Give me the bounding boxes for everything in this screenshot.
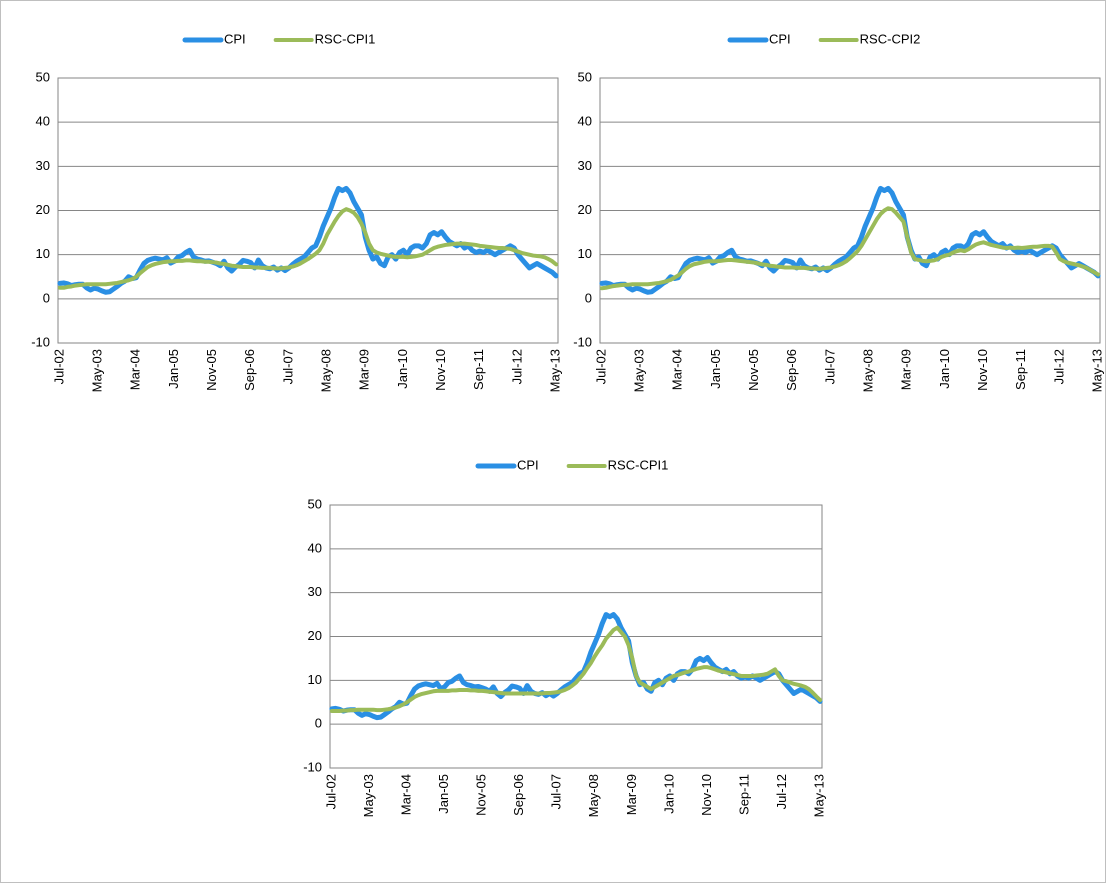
series-line: [599, 206, 1101, 291]
x-tick-label: Nov-10: [699, 774, 714, 816]
x-tick-label: Jul-07: [280, 349, 295, 384]
x-tick-label: Mar-04: [398, 774, 413, 815]
x-tick-label: Jul-12: [509, 349, 524, 384]
series-line: [329, 625, 823, 714]
x-tick-label: Jul-07: [549, 774, 564, 809]
x-tick-label: May-08: [861, 349, 876, 392]
y-tick-label: -10: [31, 334, 50, 349]
y-tick-label: 0: [43, 290, 50, 305]
y-tick-label: -10: [573, 334, 592, 349]
y-tick-label: 40: [36, 114, 50, 129]
x-tick-label: Jan-05: [436, 774, 451, 814]
y-tick-label: 30: [578, 158, 592, 173]
y-tick-label: 10: [36, 246, 50, 261]
y-tick-label: 50: [36, 69, 50, 84]
x-tick-label: May-13: [812, 774, 827, 817]
x-tick-label: Sep-06: [511, 774, 526, 816]
y-tick-label: 0: [585, 290, 592, 305]
y-tick-label: 20: [308, 628, 322, 643]
y-tick-label: 50: [308, 496, 322, 511]
y-tick-label: 20: [578, 202, 592, 217]
x-tick-label: Jul-12: [1051, 349, 1066, 384]
y-tick-label: 20: [36, 202, 50, 217]
x-tick-label: Nov-05: [474, 774, 489, 816]
x-tick-label: Nov-05: [746, 349, 761, 391]
series-line: [599, 185, 1101, 295]
y-tick-label: -10: [303, 759, 322, 774]
legend-label: RSC-CPI1: [315, 31, 376, 46]
y-tick-label: 40: [308, 540, 322, 555]
x-tick-label: Jan-05: [708, 349, 723, 389]
y-tick-label: 10: [578, 246, 592, 261]
x-tick-label: Sep-06: [784, 349, 799, 391]
x-tick-label: May-08: [319, 349, 334, 392]
legend-label: CPI: [224, 31, 246, 46]
x-tick-label: Mar-04: [670, 349, 685, 390]
x-tick-label: Jan-10: [661, 774, 676, 814]
x-tick-label: May-03: [632, 349, 647, 392]
x-tick-label: Sep-11: [471, 349, 486, 390]
x-tick-label: Jan-05: [166, 349, 181, 389]
x-tick-label: Nov-10: [975, 349, 990, 391]
x-tick-label: Jul-02: [323, 774, 338, 809]
y-tick-label: 10: [308, 672, 322, 687]
x-tick-label: Mar-09: [357, 349, 372, 390]
x-tick-label: Jul-12: [774, 774, 789, 809]
series-line: [57, 207, 559, 290]
x-tick-label: Jul-07: [822, 349, 837, 384]
x-tick-label: May-13: [1090, 349, 1105, 392]
y-tick-label: 50: [578, 69, 592, 84]
x-tick-label: May-03: [361, 774, 376, 817]
x-tick-label: May-13: [548, 349, 563, 392]
x-tick-label: Jul-02: [593, 349, 608, 384]
x-tick-label: Nov-10: [433, 349, 448, 391]
x-tick-label: Sep-11: [736, 774, 751, 815]
y-tick-label: 30: [36, 158, 50, 173]
y-tick-label: 40: [578, 114, 592, 129]
x-tick-label: Jan-10: [395, 349, 410, 389]
x-tick-label: Mar-09: [899, 349, 914, 390]
x-tick-label: Sep-06: [242, 349, 257, 391]
x-tick-label: Mar-04: [128, 349, 143, 390]
x-tick-label: May-03: [90, 349, 105, 392]
y-tick-label: 0: [315, 716, 322, 731]
legend-label: RSC-CPI2: [860, 31, 921, 46]
x-tick-label: Sep-11: [1013, 349, 1028, 390]
y-tick-label: 30: [308, 584, 322, 599]
x-tick-label: Mar-09: [624, 774, 639, 815]
x-tick-label: Nov-05: [204, 349, 219, 391]
legend-label: CPI: [517, 457, 539, 472]
legend-label: RSC-CPI1: [608, 457, 669, 472]
x-tick-label: Jan-10: [937, 349, 952, 389]
legend-label: CPI: [769, 31, 791, 46]
x-tick-label: Jul-02: [51, 349, 66, 384]
x-tick-label: May-08: [586, 774, 601, 817]
series-line: [57, 185, 559, 295]
